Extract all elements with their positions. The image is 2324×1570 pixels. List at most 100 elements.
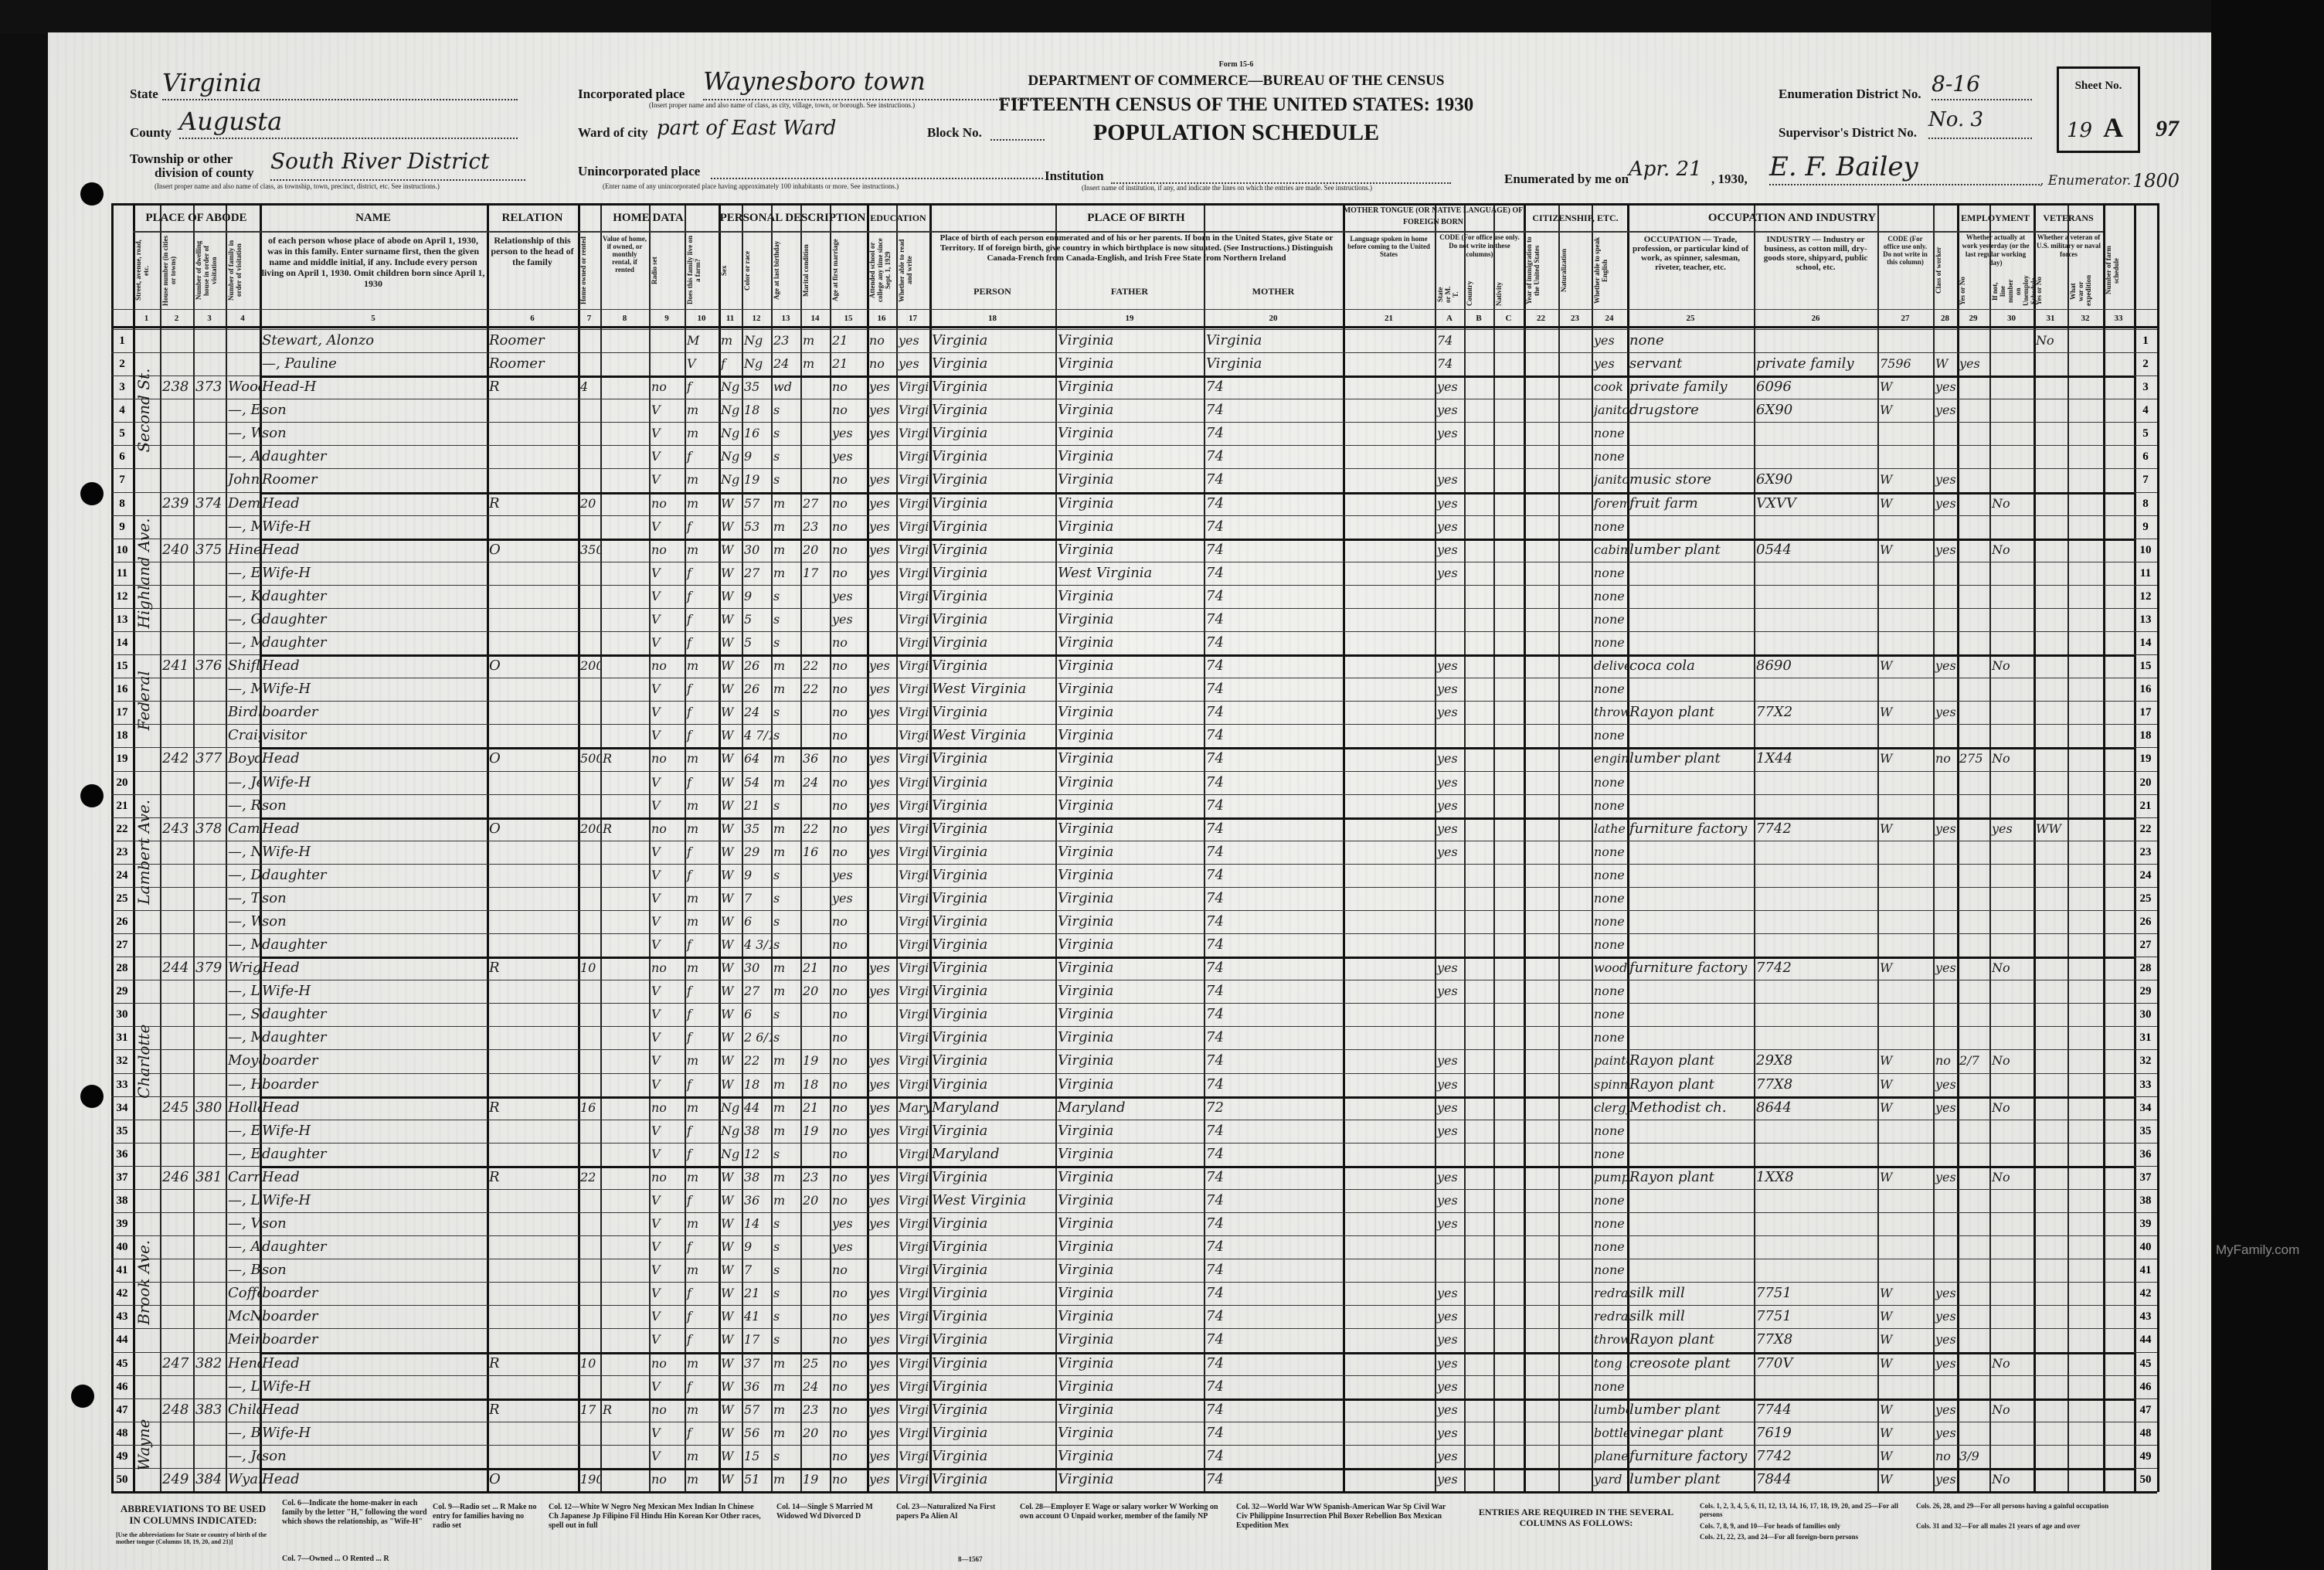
age-first-marriage: no: [832, 565, 848, 580]
at-work: [1957, 422, 1989, 445]
farm: m: [687, 1169, 699, 1184]
house-number: [160, 1305, 193, 1328]
institution-field: [1111, 167, 1451, 184]
code-state: yes: [1437, 518, 1458, 534]
school-attendance: yes: [869, 1309, 890, 1324]
occupation: [1627, 585, 1754, 608]
sex: W: [721, 1007, 734, 1022]
row-rule: [111, 1375, 2157, 1376]
relation: R: [489, 494, 500, 511]
birthplace-person: Virginia: [932, 1447, 988, 1464]
line-number-right: 40: [2139, 1241, 2152, 1254]
code-state: yes: [1437, 797, 1458, 813]
column-rule: [1204, 203, 1205, 1492]
column-rule: [685, 203, 686, 1492]
unemployment-line: [1989, 1282, 2034, 1305]
line-number-right: 2: [2142, 358, 2149, 371]
literacy: Virginia: [899, 867, 929, 882]
unemployment-line: [1989, 1003, 2034, 1026]
age: s: [773, 1286, 780, 1301]
institution-note: (Insert name of institution, if any, and…: [1082, 184, 1373, 192]
marital-condition: 22: [803, 658, 819, 674]
column-header-name: of each person whose place of abode on A…: [261, 235, 485, 289]
birthplace-mother: 74: [1206, 913, 1224, 929]
farm: f: [687, 1239, 691, 1255]
punch-hole: [80, 784, 104, 807]
line-number-right: 10: [2139, 543, 2152, 556]
literacy: Virginia: [899, 1448, 929, 1463]
line-number: 47: [116, 1403, 128, 1416]
column-rule: [600, 203, 602, 1492]
speaks-english: none: [1594, 426, 1625, 441]
speaks-english: yard man: [1594, 1471, 1627, 1487]
relation: R: [489, 379, 500, 396]
literacy: Virginia: [899, 1146, 929, 1161]
birthplace-person: Virginia: [932, 797, 988, 814]
occupation-code: W: [1880, 1099, 1893, 1115]
age-first-marriage: no: [832, 1192, 848, 1208]
birthplace-person: Virginia: [932, 704, 988, 721]
home-value: [600, 1096, 649, 1120]
veteran: [2034, 1120, 2067, 1143]
age-first-marriage: no: [832, 495, 848, 511]
name: Roomer: [262, 471, 318, 488]
sex: W: [721, 774, 734, 790]
line-number: 33: [116, 1078, 128, 1091]
row-rule: [111, 933, 2157, 935]
birthplace-mother: 74: [1206, 681, 1224, 698]
column-rule: [1464, 203, 1466, 1492]
line-number: 49: [116, 1449, 128, 1463]
age: m: [773, 774, 786, 790]
abbreviations-note: [Use the abbreviations for State or coun…: [116, 1531, 267, 1545]
house-number: [160, 1422, 193, 1445]
occupation-code: W: [1880, 542, 1893, 557]
unemployment-line: [1989, 352, 2034, 376]
school-attendance: yes: [869, 565, 890, 580]
occupation-code: [1877, 1143, 1933, 1166]
at-work: [1957, 539, 1989, 562]
class-of-worker: W: [1935, 356, 1949, 372]
column-rule: [1435, 203, 1436, 1492]
literacy: Virginia: [899, 611, 929, 627]
birthplace-father: Virginia: [1058, 658, 1114, 675]
speaks-english: redrawer: [1594, 1309, 1627, 1324]
code-state: [1435, 1026, 1464, 1049]
code-state: yes: [1437, 565, 1458, 580]
family-number: —, Eunice F.: [228, 564, 260, 581]
occupation: [1627, 1259, 1754, 1282]
abbrev-col32: Col. 32—World War WW Spanish-American Wa…: [1236, 1503, 1446, 1530]
family-number: Wright, Critzfield R.: [228, 960, 260, 977]
marital-condition: 21: [803, 960, 819, 976]
birthplace-mother: 74: [1206, 1239, 1224, 1256]
column-number: C: [1505, 314, 1512, 323]
birthplace-mother: 74: [1206, 494, 1224, 511]
marital-condition: [800, 1445, 830, 1468]
dwelling-number: [193, 841, 226, 864]
occupation: [1627, 1143, 1754, 1166]
line-number: 27: [116, 939, 128, 952]
birthplace-mother: 74: [1206, 634, 1224, 651]
column-number: 22: [1537, 314, 1545, 323]
row-rule: [111, 1026, 2157, 1028]
house-number: [160, 562, 193, 585]
at-work: [1957, 933, 1989, 957]
house-number: 238: [162, 379, 189, 396]
relation: [487, 468, 578, 491]
dwelling-number: [193, 980, 226, 1003]
occupation: [1627, 678, 1754, 701]
race: 35: [744, 379, 760, 395]
farm: m: [687, 1262, 699, 1278]
speaks-english: none: [1594, 844, 1625, 859]
farm: f: [687, 774, 691, 790]
age: s: [773, 1030, 780, 1045]
age: m: [773, 821, 786, 836]
marital-condition: 19: [803, 1471, 819, 1487]
family-number: —, Nora M.: [228, 843, 260, 860]
class-of-worker: yes: [1935, 379, 1956, 395]
line-number: 29: [116, 985, 128, 998]
birthplace-person: Virginia: [932, 750, 988, 767]
birthplace-person: Virginia: [932, 379, 988, 396]
occupation: [1627, 515, 1754, 539]
literacy: Virginia: [899, 379, 929, 395]
unemployment-line: No: [1992, 1471, 2010, 1487]
